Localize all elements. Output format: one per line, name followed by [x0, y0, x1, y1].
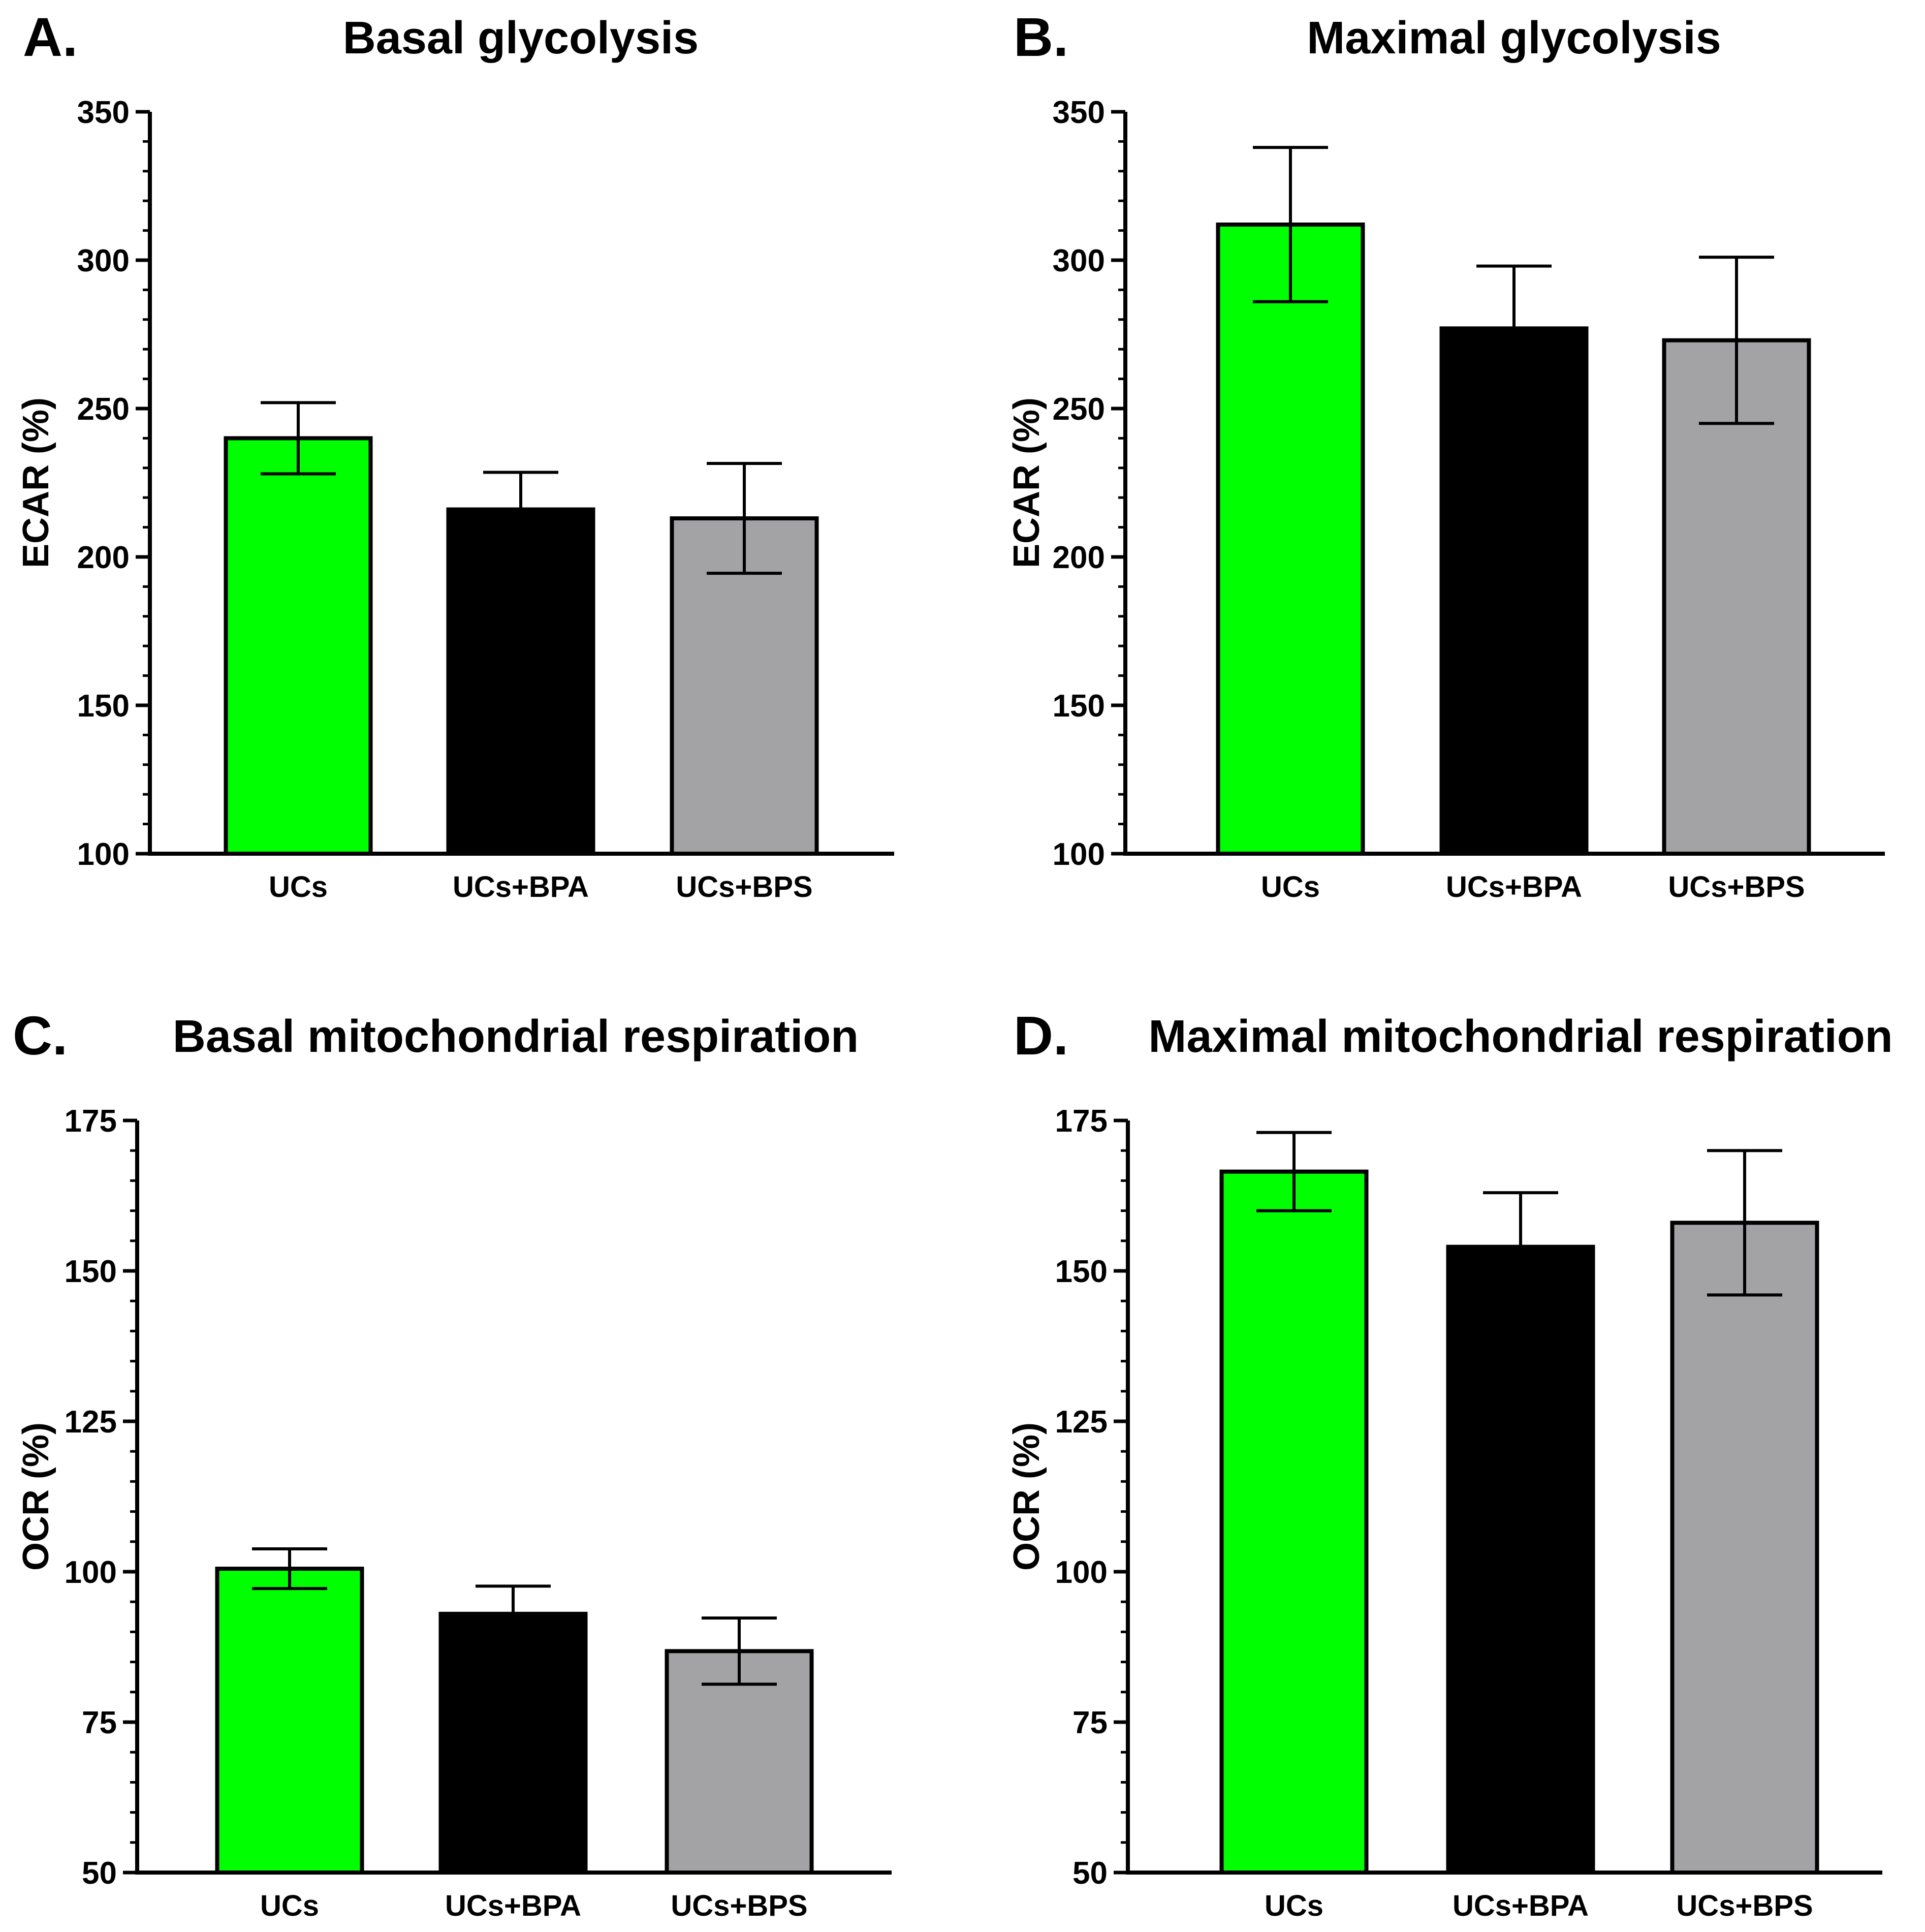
y-axis-label: ECAR (%): [1006, 397, 1047, 568]
bar-1: [1216, 222, 1365, 856]
bar-3: [1662, 338, 1811, 856]
x-tick-label: UCs+BPA: [1446, 870, 1582, 903]
y-tick-label: 100: [1053, 837, 1105, 872]
y-tick-label: 50: [1072, 1856, 1108, 1891]
x-tick-label: UCs: [269, 870, 328, 903]
panel-d: D. Maximal mitochondrial respiration OCR (…: [991, 996, 1925, 1932]
y-tick-label: 250: [77, 392, 130, 427]
y-tick-label: 100: [1055, 1555, 1108, 1590]
panel-letter: C.: [13, 1005, 68, 1066]
chart-title: Maximal mitochondrial respiration: [1148, 1011, 1892, 1062]
x-tick-label: UCs: [260, 1889, 319, 1922]
x-tick-label: UCs: [1265, 1889, 1323, 1922]
bar-3: [665, 1649, 814, 1875]
y-tick-label: 200: [1053, 540, 1105, 575]
y-tick-label: 75: [82, 1705, 117, 1740]
y-tick-label: 300: [1053, 243, 1105, 278]
panel-letter: B.: [1014, 6, 1068, 68]
y-tick-label: 75: [1072, 1705, 1108, 1740]
y-tick-label: 100: [77, 837, 130, 872]
chart-svg: B. Maximal glycolysis ECAR (%) 100 150 200 250…: [1006, 6, 1885, 903]
y-tick-label: 150: [77, 689, 130, 724]
x-tick-label: UCs+BPS: [1668, 870, 1805, 903]
chart-title: Basal glycolysis: [343, 13, 699, 64]
y-tick-label: 125: [1055, 1405, 1108, 1440]
panel-c: C. Basal mitochondrial respiration OCR (%)…: [0, 996, 962, 1932]
x-tick-label: UCs: [1261, 870, 1320, 903]
bar-2: [1446, 1244, 1595, 1875]
bar-3: [1670, 1221, 1819, 1875]
x-tick-label: UCs+BPS: [1676, 1889, 1813, 1922]
panel-a: A. Basal glycolysis ECAR (%) 100 150 200 250 30…: [0, 0, 962, 965]
x-tick-label: UCs+BPS: [671, 1889, 807, 1922]
y-axis-label: OCR (%): [1006, 1422, 1047, 1571]
x-tick-label: UCs+BPS: [676, 870, 812, 903]
y-tick-label: 175: [65, 1104, 117, 1139]
y-axis-label: OCR (%): [16, 1422, 56, 1571]
y-tick-label: 150: [1055, 1254, 1108, 1289]
chart-svg: D. Maximal mitochondrial respiration OCR (…: [1006, 1005, 1893, 1922]
y-tick-label: 50: [82, 1856, 117, 1891]
bar-2: [446, 507, 595, 856]
x-tick-label: UCs+BPA: [453, 870, 589, 903]
x-tick-label: UCs+BPA: [445, 1889, 581, 1922]
x-tick-label: UCs+BPA: [1453, 1889, 1589, 1922]
chart-title: Maximal glycolysis: [1307, 13, 1721, 64]
chart-title: Basal mitochondrial respiration: [173, 1011, 859, 1062]
bar-1: [224, 436, 373, 856]
chart-svg: C. Basal mitochondrial respiration OCR (%)…: [13, 1005, 892, 1922]
panel-letter: A.: [23, 6, 78, 68]
y-tick-label: 350: [77, 95, 130, 130]
y-tick-label: 350: [1053, 95, 1105, 130]
y-tick-label: 200: [77, 540, 130, 575]
bar-2: [438, 1611, 588, 1875]
y-tick-label: 100: [65, 1555, 117, 1590]
y-tick-label: 300: [77, 243, 130, 278]
y-tick-label: 175: [1055, 1104, 1108, 1139]
bar-1: [1219, 1169, 1369, 1875]
y-tick-label: 125: [65, 1405, 117, 1440]
panel-letter: D.: [1014, 1005, 1068, 1066]
y-tick-label: 150: [65, 1254, 117, 1289]
y-tick-label: 250: [1053, 392, 1105, 427]
y-axis-label: ECAR (%): [16, 397, 56, 568]
bar-2: [1439, 326, 1589, 856]
panel-b: B. Maximal glycolysis ECAR (%) 100 150 200 250…: [991, 0, 1925, 965]
y-tick-label: 150: [1053, 689, 1105, 724]
bar-1: [215, 1567, 364, 1875]
chart-svg: A. Basal glycolysis ECAR (%) 100 150 200 250 30…: [16, 6, 894, 903]
